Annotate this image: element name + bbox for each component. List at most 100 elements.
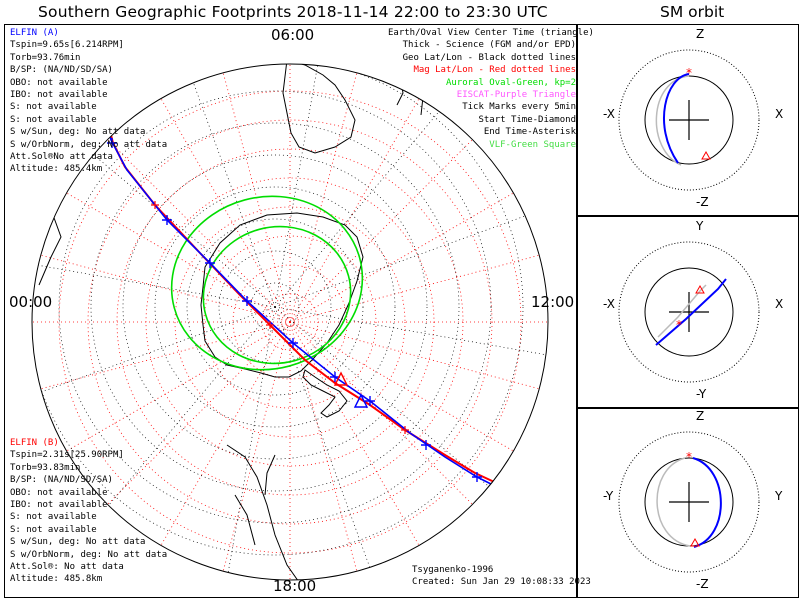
elfin-a-track bbox=[105, 118, 518, 491]
elfin-b-track bbox=[107, 122, 516, 489]
geo-lon-line bbox=[274, 306, 521, 513]
footprint-tracks bbox=[105, 118, 519, 493]
mag-lat-circle bbox=[87, 119, 493, 525]
geo-lon-line bbox=[165, 64, 276, 308]
orbit-xy-start-marker bbox=[695, 284, 705, 294]
polar-map-panel: 06:00 00:00 12:00 18:00 bbox=[4, 24, 577, 598]
geo-lon-line bbox=[274, 306, 385, 580]
elfin-b-line: S w/Sun, deg: No att data bbox=[10, 537, 146, 548]
elfin-a-line: ELFIN (A) bbox=[10, 28, 59, 38]
orbit-panel-xy: * Y -Y -X X bbox=[577, 216, 799, 408]
tick-mark bbox=[365, 396, 375, 406]
rp2-bottom-label: -Y bbox=[696, 387, 707, 401]
tick-mark bbox=[421, 440, 431, 450]
geo-lon-line bbox=[274, 64, 331, 308]
auroral-oval-outer bbox=[170, 195, 364, 371]
rp1-bottom-label: -Z bbox=[696, 195, 709, 209]
rp1-top-label: Z bbox=[696, 27, 705, 41]
rp2-left-label: -X bbox=[603, 297, 615, 311]
legend-entry: VLF-Green Square bbox=[489, 139, 576, 150]
main-title: Southern Geographic Footprints 2018-11-1… bbox=[38, 3, 548, 21]
map-boundary bbox=[31, 63, 549, 581]
legend-entry: Geo Lat/Lon - Black dotted lines bbox=[402, 52, 576, 63]
rp1-left-label: -X bbox=[603, 107, 615, 121]
elfin-a-line: S w/OrbNorm, deg: No att data bbox=[10, 139, 168, 150]
mag-lat-circle bbox=[58, 90, 522, 554]
orbit-xz-start-marker bbox=[701, 150, 711, 160]
orbit-yz-end-marker: * bbox=[686, 450, 692, 464]
tick-mark bbox=[205, 258, 215, 268]
legend-entry: Earth/Oval View Center Time (triangle) bbox=[388, 28, 594, 38]
elfin-b-line: S: not available bbox=[10, 524, 97, 535]
elfin-a-line: S w/Sun, deg: No att data bbox=[10, 127, 146, 138]
tick-mark bbox=[242, 296, 252, 306]
mag-lon-line bbox=[289, 171, 548, 323]
elfin-b-line: OBO: not available bbox=[10, 487, 108, 498]
antarctic-peninsula-coast bbox=[302, 369, 348, 418]
geo-lat-circle bbox=[32, 64, 524, 556]
orbit-xz-svg: * bbox=[618, 49, 760, 191]
orbit-yz-trail bbox=[656, 457, 691, 547]
orbit-title: SM orbit bbox=[660, 3, 725, 21]
credit-line: Created: Sun Jan 29 10:08:33 2023 bbox=[412, 577, 591, 588]
orbit-xy-svg: * bbox=[618, 241, 760, 383]
mag-lat-circle bbox=[203, 235, 377, 409]
mag-lon-line bbox=[289, 321, 369, 580]
rp3-bottom-label: -Z bbox=[696, 577, 709, 591]
end-asterisk bbox=[509, 481, 519, 493]
auroral-oval-inner bbox=[202, 225, 352, 365]
tick-mark bbox=[288, 338, 298, 348]
elfin-a-line: Altitude: 485.4km bbox=[10, 164, 103, 175]
geo-lat-circle bbox=[154, 186, 396, 428]
view-center-triangle-a bbox=[353, 393, 369, 408]
tick-mark-b bbox=[266, 321, 274, 329]
elfin-b-line: Att.Sol®: No att data bbox=[10, 562, 124, 573]
geo-lon-line bbox=[219, 306, 276, 580]
geo-lat-circle bbox=[122, 154, 428, 460]
orbit-xy-a bbox=[655, 278, 727, 346]
elfin-a-line: S: not available bbox=[10, 102, 97, 113]
tick-mark bbox=[162, 215, 172, 225]
mag-lon-line bbox=[289, 321, 441, 580]
hour-label-12: 12:00 bbox=[531, 293, 575, 311]
australia-coast bbox=[282, 64, 356, 154]
mag-lon-line bbox=[32, 321, 291, 401]
elfin-b-info: ELFIN (B) Tspin=2.31s[25.90RPM] Torb=93.83… bbox=[10, 437, 167, 586]
hour-label-00: 00:00 bbox=[9, 293, 53, 311]
elfin-b-line: S: not available bbox=[10, 512, 97, 523]
rp2-right-label: X bbox=[775, 297, 784, 311]
elfin-b-line: S w/OrbNorm, deg: No att data bbox=[10, 549, 168, 560]
legend: Earth/Oval View Center Time (triangle) Th… bbox=[388, 27, 594, 151]
orbit-yz-start-marker bbox=[690, 537, 700, 547]
geo-lat-circle bbox=[58, 90, 492, 524]
elfin-b-line: Altitude: 485.8km bbox=[10, 574, 103, 585]
view-center-triangle-b bbox=[333, 371, 349, 386]
geo-lat-circle bbox=[250, 282, 300, 332]
geo-lon-line bbox=[274, 197, 548, 308]
auroral-ovals bbox=[170, 195, 364, 371]
antarctica-coast bbox=[200, 212, 364, 378]
orbit-xz-end-marker: * bbox=[686, 66, 692, 80]
south-america-coast bbox=[226, 444, 306, 580]
orbit-xz-a bbox=[663, 73, 690, 164]
credit-line: Tsyganenko-1996 bbox=[412, 565, 494, 575]
geo-lon-line bbox=[32, 306, 276, 417]
elfin-a-line: Att.Sol®No att data bbox=[10, 152, 113, 163]
orbit-yz-a bbox=[692, 457, 722, 548]
rp3-right-label: Y bbox=[775, 489, 783, 503]
elfin-b-line: IBO: not available bbox=[10, 500, 108, 511]
orbit-panel-yz: * Z -Z -Y Y bbox=[577, 408, 799, 598]
tick-mark bbox=[472, 472, 482, 482]
rp1-right-label: X bbox=[775, 107, 784, 121]
legend-entry: Mag Lat/Lon - Red dotted lines bbox=[413, 65, 576, 76]
legend-entry: Thick - Science (FGM and/or EPD) bbox=[402, 40, 576, 51]
elfin-a-line: B/SP: (NA/ND/SD/SA) bbox=[10, 65, 113, 76]
orbit-xy-end-marker: * bbox=[676, 318, 682, 332]
rp3-left-label: -Y bbox=[603, 489, 614, 503]
legend-entry: End Time-Asterisk bbox=[483, 127, 576, 138]
hour-label-18: 18:00 bbox=[273, 577, 317, 595]
rp2-top-label: Y bbox=[696, 219, 704, 233]
mag-lon-line bbox=[289, 64, 369, 323]
elfin-b-line: B/SP: (NA/ND/SD/SA) bbox=[10, 475, 113, 486]
elfin-a-line: IBO: not available bbox=[10, 90, 108, 101]
